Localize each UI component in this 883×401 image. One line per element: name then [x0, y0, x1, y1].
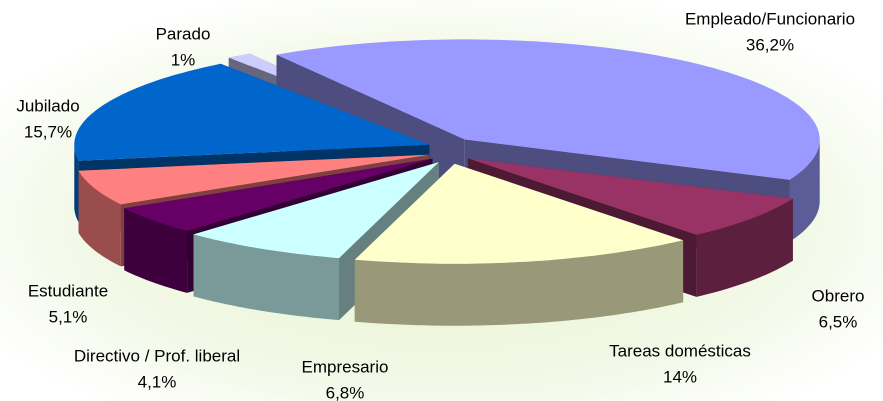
value-label: 14% [663, 367, 697, 386]
value-label: 36,2% [746, 35, 794, 54]
category-label: Empresario [302, 357, 389, 376]
category-label: Empleado/Funcionario [685, 9, 855, 28]
slice [193, 162, 439, 259]
slice [124, 158, 433, 231]
slice-wall [193, 234, 339, 321]
slice-wall [696, 198, 793, 297]
slice [467, 158, 793, 235]
value-label: 5,1% [49, 307, 88, 326]
slice [354, 163, 684, 264]
category-label: Parado [156, 24, 211, 43]
slice-wall [354, 240, 684, 326]
category-label: Tareas domésticas [609, 341, 751, 360]
slice-wall [789, 139, 820, 242]
slice [78, 154, 429, 205]
slice [74, 63, 430, 161]
category-label: Directivo / Prof. liberal [74, 346, 240, 365]
value-label: 6,5% [819, 312, 858, 331]
labels: Empleado/Funcionario 36,2% Obrero 6,5% Tarea… [16, 9, 864, 401]
value-label: 6,8% [326, 383, 365, 401]
value-label: 4,1% [138, 372, 177, 391]
category-label: Estudiante [28, 281, 108, 300]
category-label: Obrero [812, 286, 865, 305]
value-label: 15,7% [24, 122, 72, 141]
pie [74, 39, 820, 326]
slice-wall [124, 208, 188, 293]
slice-wall [74, 144, 79, 223]
category-label: Jubilado [16, 96, 79, 115]
slice-wall [78, 170, 121, 267]
slice [276, 39, 820, 180]
value-label: 1% [171, 50, 196, 69]
